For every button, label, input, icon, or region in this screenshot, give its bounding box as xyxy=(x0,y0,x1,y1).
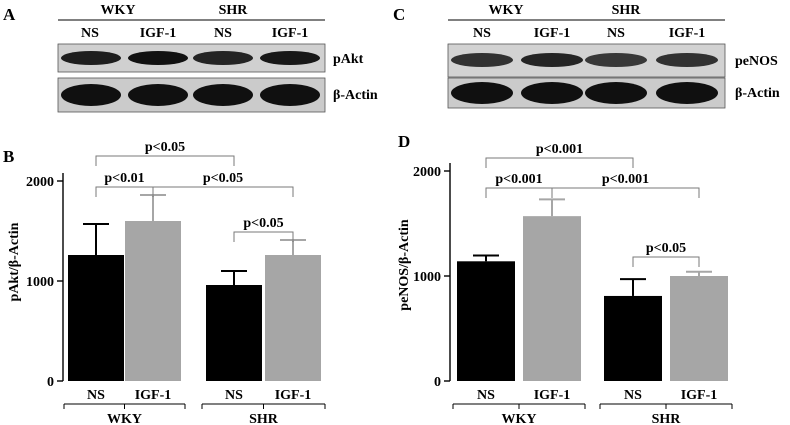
panel-b-bar-3 xyxy=(265,255,321,381)
panel-a-lane-label-2: NS xyxy=(214,26,232,41)
panel-c-band-r1-1 xyxy=(521,82,583,104)
panel-d-y-tick-label-0: 0 xyxy=(434,375,441,390)
panel-a-lane-label-1: IGF-1 xyxy=(140,26,177,41)
panel-d-sig-bracket-1 xyxy=(485,157,634,168)
panel-d-x-tick-label-3: IGF-1 xyxy=(681,388,718,403)
panel-b-sig-bracket-2 xyxy=(152,186,294,197)
panel-b-bar-1 xyxy=(125,221,181,381)
panel-b-x-tick-label-2: NS xyxy=(225,388,243,403)
panel-d: D peNOS/β-Actin 0 1000 2000 NS IGF-1 NS IGF-1 W… xyxy=(397,132,733,425)
panel-b-group-label-0: WKY xyxy=(107,412,142,425)
panel-a-band-r1-2 xyxy=(193,84,253,106)
panel-d-letter: D xyxy=(398,132,410,151)
panel-a-row-label-1: β-Actin xyxy=(333,88,378,103)
panel-a-row-label-0: pAkt xyxy=(333,52,364,67)
panel-c-row-label-0: peNOS xyxy=(735,54,778,69)
panel-b-sig-label-2: p<0.05 xyxy=(203,171,243,186)
panel-b-ylabel: pAkt/β-Actin xyxy=(7,222,22,301)
panel-d-x-tick-label-0: NS xyxy=(477,388,495,403)
panel-d-sig-label-3: p<0.05 xyxy=(646,241,686,256)
panel-c-band-r1-0 xyxy=(451,82,513,104)
panel-c-group-label-1: SHR xyxy=(612,3,642,18)
panel-a-band-r0-2 xyxy=(193,51,253,65)
panel-a-band-r0-0 xyxy=(61,51,121,65)
panel-b-sig-bracket-3 xyxy=(233,231,294,242)
panel-d-y-tick-label-1: 1000 xyxy=(413,270,441,285)
panel-b-sig-bracket-1 xyxy=(95,155,235,166)
panel-a-lane-label-0: NS xyxy=(81,26,99,41)
panel-d-bar-2 xyxy=(604,295,662,381)
panel-a-group-label-1: SHR xyxy=(219,3,249,18)
panel-c-band-r0-1 xyxy=(521,53,583,67)
panel-d-sig-label-0: p<0.001 xyxy=(495,172,542,187)
panel-c-band-r0-3 xyxy=(656,53,718,67)
panel-b-group-label-1: SHR xyxy=(249,412,279,425)
panel-c-lane-label-0: NS xyxy=(473,26,491,41)
panel-a-band-r1-0 xyxy=(61,84,121,106)
panel-b: B pAkt/β-Actin 0 1000 2000 NS IGF-1 NS IGF-1 WK… xyxy=(3,140,326,425)
panel-d-bar-0 xyxy=(457,261,515,381)
panel-c-band-r1-3 xyxy=(656,82,718,104)
panel-a: A WKY SHR NS IGF-1 NS IGF-1 pAkt β-Actin xyxy=(3,3,378,113)
panel-a-letter: A xyxy=(3,5,16,24)
panel-a-lane-label-3: IGF-1 xyxy=(272,26,309,41)
panel-b-x-tick-label-3: IGF-1 xyxy=(275,388,312,403)
panel-c-band-r0-0 xyxy=(451,53,513,67)
panel-d-sig-bracket-2 xyxy=(551,187,700,198)
panel-a-band-r1-1 xyxy=(128,84,188,106)
panel-c-row-label-1: β-Actin xyxy=(735,86,780,101)
panel-b-sig-label-0: p<0.01 xyxy=(104,171,144,186)
panel-d-sig-bracket-3 xyxy=(632,256,700,267)
panel-c-group-label-0: WKY xyxy=(489,3,524,18)
panel-d-group-label-1: SHR xyxy=(652,412,682,425)
panel-c-band-r1-2 xyxy=(585,82,647,104)
panel-d-bar-3 xyxy=(670,276,728,381)
panel-b-sig-label-3: p<0.05 xyxy=(243,216,283,231)
panel-b-y-tick-label-1: 1000 xyxy=(26,275,54,290)
panel-a-band-r0-1 xyxy=(128,51,188,65)
panel-d-sig-bracket-0 xyxy=(485,187,553,198)
panel-b-letter: B xyxy=(3,147,14,166)
panel-b-x-tick-label-1: IGF-1 xyxy=(135,388,172,403)
panel-b-y-tick-label-2: 2000 xyxy=(26,175,54,190)
panel-b-x-tick-label-0: NS xyxy=(87,388,105,403)
panel-c-band-r0-2 xyxy=(585,53,647,67)
panel-d-x-tick-label-1: IGF-1 xyxy=(534,388,571,403)
panel-b-y-tick-label-0: 0 xyxy=(47,375,54,390)
panel-c-letter: C xyxy=(393,5,405,24)
panel-c: C WKY SHR NS IGF-1 NS IGF-1 peNOS β-Acti… xyxy=(393,3,780,109)
panel-d-group-label-0: WKY xyxy=(502,412,537,425)
panel-c-lane-label-1: IGF-1 xyxy=(534,26,571,41)
panel-d-y-tick-label-2: 2000 xyxy=(413,165,441,180)
panel-b-bar-2 xyxy=(206,285,262,381)
panel-a-band-r0-3 xyxy=(260,51,320,65)
panel-d-sig-label-2: p<0.001 xyxy=(602,172,649,187)
panel-d-x-tick-label-2: NS xyxy=(624,388,642,403)
panel-c-lane-label-3: IGF-1 xyxy=(669,26,706,41)
panel-b-sig-label-1: p<0.05 xyxy=(145,140,185,155)
panel-d-bar-1 xyxy=(523,216,581,381)
panel-a-group-label-0: WKY xyxy=(101,3,136,18)
panel-a-band-r1-3 xyxy=(260,84,320,106)
panel-b-bar-0 xyxy=(68,255,124,381)
panel-d-ylabel: peNOS/β-Actin xyxy=(397,219,412,311)
panel-c-lane-label-2: NS xyxy=(607,26,625,41)
panel-d-sig-label-1: p<0.001 xyxy=(536,142,583,157)
